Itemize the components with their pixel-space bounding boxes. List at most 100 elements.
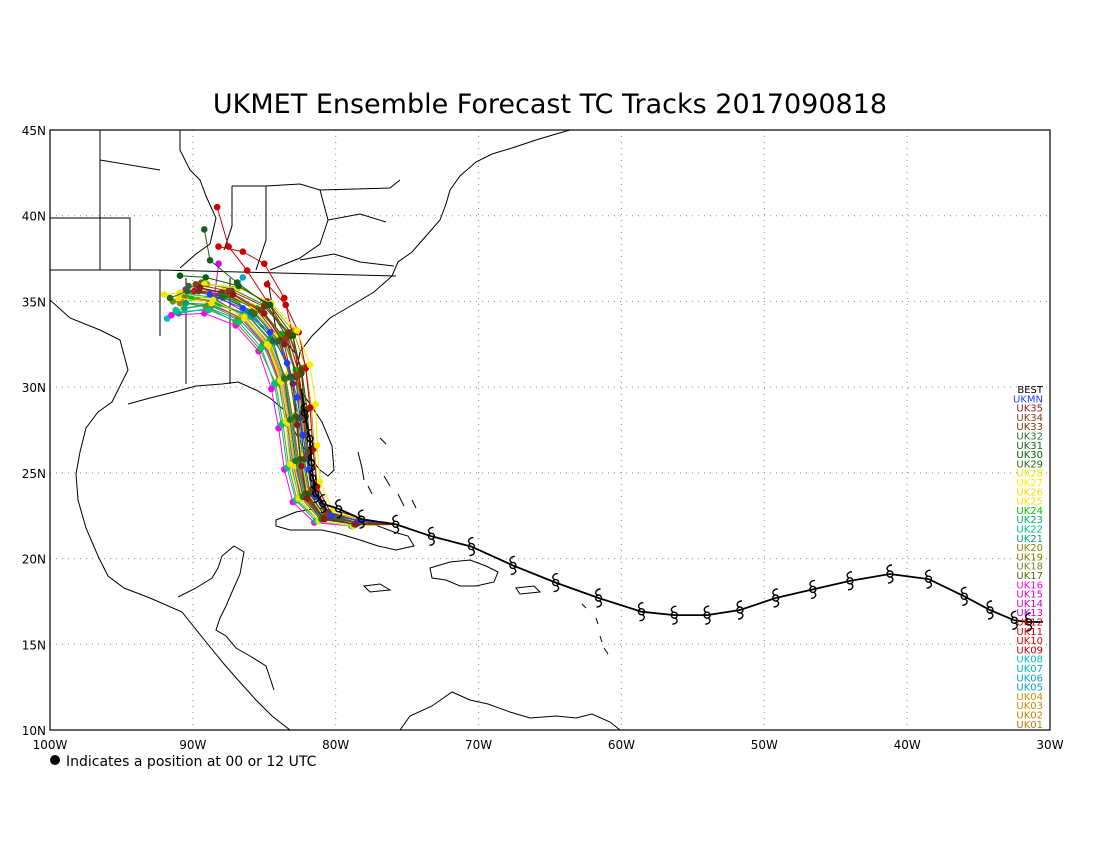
hurricane-symbol-arms	[670, 605, 678, 625]
legend-entry: UK23	[1016, 515, 1043, 526]
track-point-uk27	[293, 327, 301, 334]
hurricane-symbol-arms	[307, 452, 315, 473]
track-point-uk32	[280, 375, 288, 382]
track-point-uk33	[285, 330, 292, 338]
hurricane-symbol-arms	[1010, 610, 1018, 630]
track-point-uk34	[282, 335, 290, 343]
track-point-ukmn	[328, 512, 335, 520]
legend-entry: UK35	[1016, 404, 1043, 415]
ocean-background	[50, 130, 1050, 730]
track-point-uk31	[206, 256, 214, 264]
x-tick-label: 100W	[33, 738, 68, 752]
hurricane-symbol-icon	[594, 588, 603, 608]
track-point-uk34	[293, 371, 301, 379]
track-point-ukmn	[206, 291, 214, 298]
hurricane-symbol-core	[552, 578, 560, 587]
hurricane-symbol-arms	[736, 600, 744, 620]
track-point-uk28	[160, 291, 168, 298]
legend-entry: UK02	[1016, 711, 1043, 722]
hurricane-symbol-arms	[467, 536, 475, 557]
track-point-uk29	[183, 287, 191, 295]
track-point-uk11	[239, 248, 247, 256]
x-tick-label: 90W	[179, 738, 206, 752]
hurricane-symbol-core	[509, 561, 517, 570]
track-point-uk28	[286, 460, 294, 468]
legend-entry: UK31	[1016, 441, 1043, 452]
y-tick-label: 15N	[22, 638, 46, 652]
hurricane-symbol-icon	[306, 428, 314, 449]
hurricane-symbol-arms	[427, 526, 435, 546]
track-point-uk09	[263, 280, 271, 288]
legend-entry: UK06	[1016, 673, 1043, 684]
hurricane-symbol-icon	[986, 600, 994, 620]
legend-entry: UK15	[1016, 590, 1043, 601]
hurricane-symbol-icon	[846, 571, 854, 591]
y-tick-label: 35N	[22, 295, 46, 309]
hurricane-symbol-core	[307, 458, 316, 467]
hurricane-symbol-icon	[467, 536, 476, 557]
x-tick-label: 70W	[465, 738, 492, 752]
legend-entry: UK18	[1016, 562, 1043, 573]
legend-entry: UK08	[1016, 655, 1043, 666]
legend-entry: UK17	[1016, 571, 1043, 582]
track-point-uk12	[213, 203, 221, 211]
coastline-south-america	[399, 691, 621, 730]
legend-entry: UK07	[1016, 664, 1043, 675]
hurricane-symbol-arms	[925, 569, 933, 589]
hurricane-symbol-icon	[334, 499, 343, 519]
hurricane-symbol-icon	[703, 605, 711, 625]
track-point-uk23	[180, 304, 188, 312]
legend-entry: UK01	[1016, 720, 1043, 731]
hurricane-symbol-core	[886, 570, 894, 578]
legend-entry: UK14	[1016, 599, 1043, 610]
y-tick-label: 10N	[22, 724, 46, 738]
track-point-uk22	[172, 308, 180, 316]
hurricane-symbol-core	[392, 520, 400, 528]
hurricane-symbol-core	[319, 500, 327, 508]
track-point-uk32	[185, 282, 192, 290]
coastline-hispaniola	[429, 559, 499, 587]
hurricane-symbol-core	[670, 611, 678, 619]
y-tick-label: 45N	[22, 124, 46, 138]
y-tick-label: 30N	[22, 381, 46, 395]
hurricane-symbol-core	[300, 409, 308, 417]
track-point-uk11	[260, 260, 268, 268]
hurricane-symbol-icon	[509, 555, 517, 576]
track-point-uk32	[248, 308, 255, 316]
legend-entry: UK24	[1016, 506, 1043, 517]
hurricane-symbol-arms	[552, 572, 560, 593]
x-tick-label: 50W	[751, 738, 778, 752]
hurricane-symbol-core	[736, 606, 744, 614]
track-point-uk35	[293, 421, 301, 429]
hurricane-symbol-arms	[509, 555, 517, 576]
hurricane-symbol-core	[334, 505, 343, 513]
legend-entry: UK28	[1016, 469, 1043, 480]
hurricane-symbol-core	[960, 592, 968, 600]
hurricane-symbol-core	[594, 594, 603, 602]
x-tick-label: 40W	[894, 738, 921, 752]
y-tick-label: 20N	[22, 553, 46, 567]
hurricane-symbol-icon	[637, 602, 646, 622]
x-tick-label: 60W	[608, 738, 635, 752]
coastline-puerto-rico	[515, 585, 542, 595]
gridlines	[50, 130, 1050, 730]
track-point-uk31	[200, 226, 208, 233]
hurricane-symbol-icon	[960, 586, 968, 606]
hurricane-symbol-icon	[772, 588, 780, 608]
hurricane-symbol-core	[309, 474, 317, 482]
track-point-uk35	[260, 310, 268, 317]
hurricane-symbol-icon	[809, 579, 817, 600]
legend-entry: UK11	[1016, 627, 1043, 638]
x-tick-label: 80W	[322, 738, 349, 752]
track-point-ukmn	[299, 431, 307, 439]
track-point-ukmn	[266, 328, 274, 336]
hurricane-symbol-icon	[357, 509, 366, 529]
hurricane-symbol-core	[467, 542, 476, 551]
track-point-uk11	[280, 294, 288, 302]
hurricane-symbol-core	[986, 606, 994, 614]
hurricane-symbol-icon	[392, 514, 400, 534]
map-frame	[49, 129, 1051, 731]
hurricane-symbol-arms	[392, 514, 400, 534]
track-point-uk35	[280, 340, 288, 348]
